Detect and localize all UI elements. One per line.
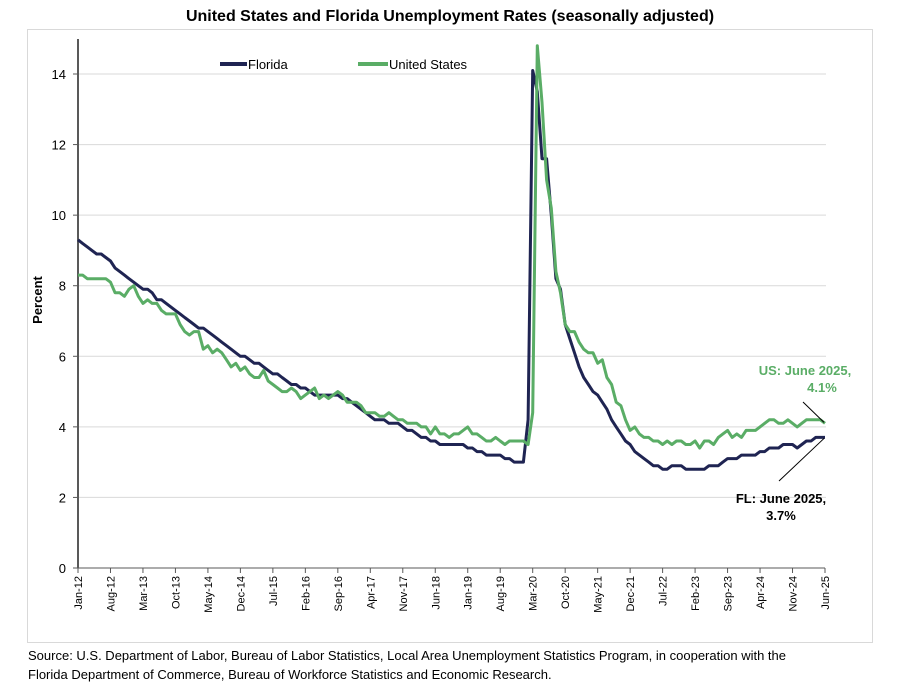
annotation-us: US: June 2025, 4.1%	[740, 362, 870, 396]
x-tick-labels: Jan-12 Aug-12 Mar-13 Oct-13 May-14 Dec-14 Jul-…	[73, 576, 832, 613]
legend: Florida United States	[220, 57, 468, 72]
series-line-united-states	[78, 44, 826, 450]
source-line-2: Florida Department of Commerce, Bureau o…	[28, 667, 552, 682]
x-tick-label: May-14	[203, 576, 215, 613]
y-tick-labels: 0 2 4 6 8 10 12 14	[52, 67, 66, 576]
x-tick-label: Feb-16	[300, 576, 312, 611]
y-tick-label: 0	[59, 561, 66, 576]
y-tick-label: 8	[59, 279, 66, 294]
x-tick-label: Jul-22	[658, 576, 670, 606]
annotation-us-line2: 4.1%	[807, 380, 837, 395]
x-tick-label: Oct-13	[170, 576, 182, 609]
chart-frame	[27, 29, 873, 643]
leader-line-fl	[778, 438, 825, 482]
legend-label-united-states: United States	[389, 57, 468, 72]
chart-title: United States and Florida Unemployment R…	[185, 8, 715, 25]
annotation-us-line1: US: June 2025,	[758, 363, 852, 378]
x-tick-label: Sep-16	[333, 576, 345, 611]
x-tick-label: Mar-20	[528, 576, 540, 611]
x-tick-label: Mar-13	[138, 576, 150, 611]
x-tick-label: Nov-24	[788, 576, 800, 611]
x-tick-label: Dec-14	[235, 576, 247, 611]
source-note: Source: U.S. Department of Labor, Bureau…	[28, 646, 888, 684]
y-tick-label: 10	[52, 208, 66, 223]
annotation-fl-line1: FL: June 2025,	[735, 491, 827, 506]
annotation-leader-lines	[778, 401, 825, 482]
x-tick-label: Feb-23	[690, 576, 702, 611]
series-line-florida	[77, 69, 825, 471]
x-tick-label: Jan-19	[463, 576, 475, 610]
x-tick-label: Sep-23	[723, 576, 735, 611]
x-tick-label: Jun-25	[820, 576, 832, 610]
x-tick-label: Dec-21	[625, 576, 637, 611]
source-line-1: Source: U.S. Department of Labor, Bureau…	[28, 648, 786, 663]
gridlines	[78, 73, 826, 498]
y-axis-label: Percent	[30, 275, 45, 323]
x-tick-label: Apr-24	[755, 576, 767, 609]
leader-line-us	[802, 401, 825, 423]
axes	[73, 39, 826, 573]
x-tick-label: Oct-20	[560, 576, 572, 609]
annotation-fl: FL: June 2025, 3.7%	[726, 490, 836, 524]
x-tick-label: Jun-18	[430, 576, 442, 610]
x-tick-label: Apr-17	[365, 576, 377, 609]
series-lines	[77, 44, 826, 471]
y-tick-label: 12	[52, 138, 66, 153]
legend-label-florida: Florida	[248, 57, 289, 72]
x-tick-label: Aug-12	[105, 576, 117, 611]
y-tick-label: 6	[59, 349, 66, 364]
x-tick-label: Aug-19	[495, 576, 507, 611]
x-tick-label: Jan-12	[73, 576, 85, 610]
x-tick-label: May-21	[593, 576, 605, 613]
y-tick-label: 4	[59, 420, 66, 435]
y-tick-label: 2	[59, 490, 66, 505]
x-tick-label: Jul-15	[268, 576, 280, 606]
y-tick-label: 14	[52, 67, 66, 82]
x-tick-label: Nov-17	[398, 576, 410, 611]
annotation-fl-line2: 3.7%	[766, 508, 796, 523]
